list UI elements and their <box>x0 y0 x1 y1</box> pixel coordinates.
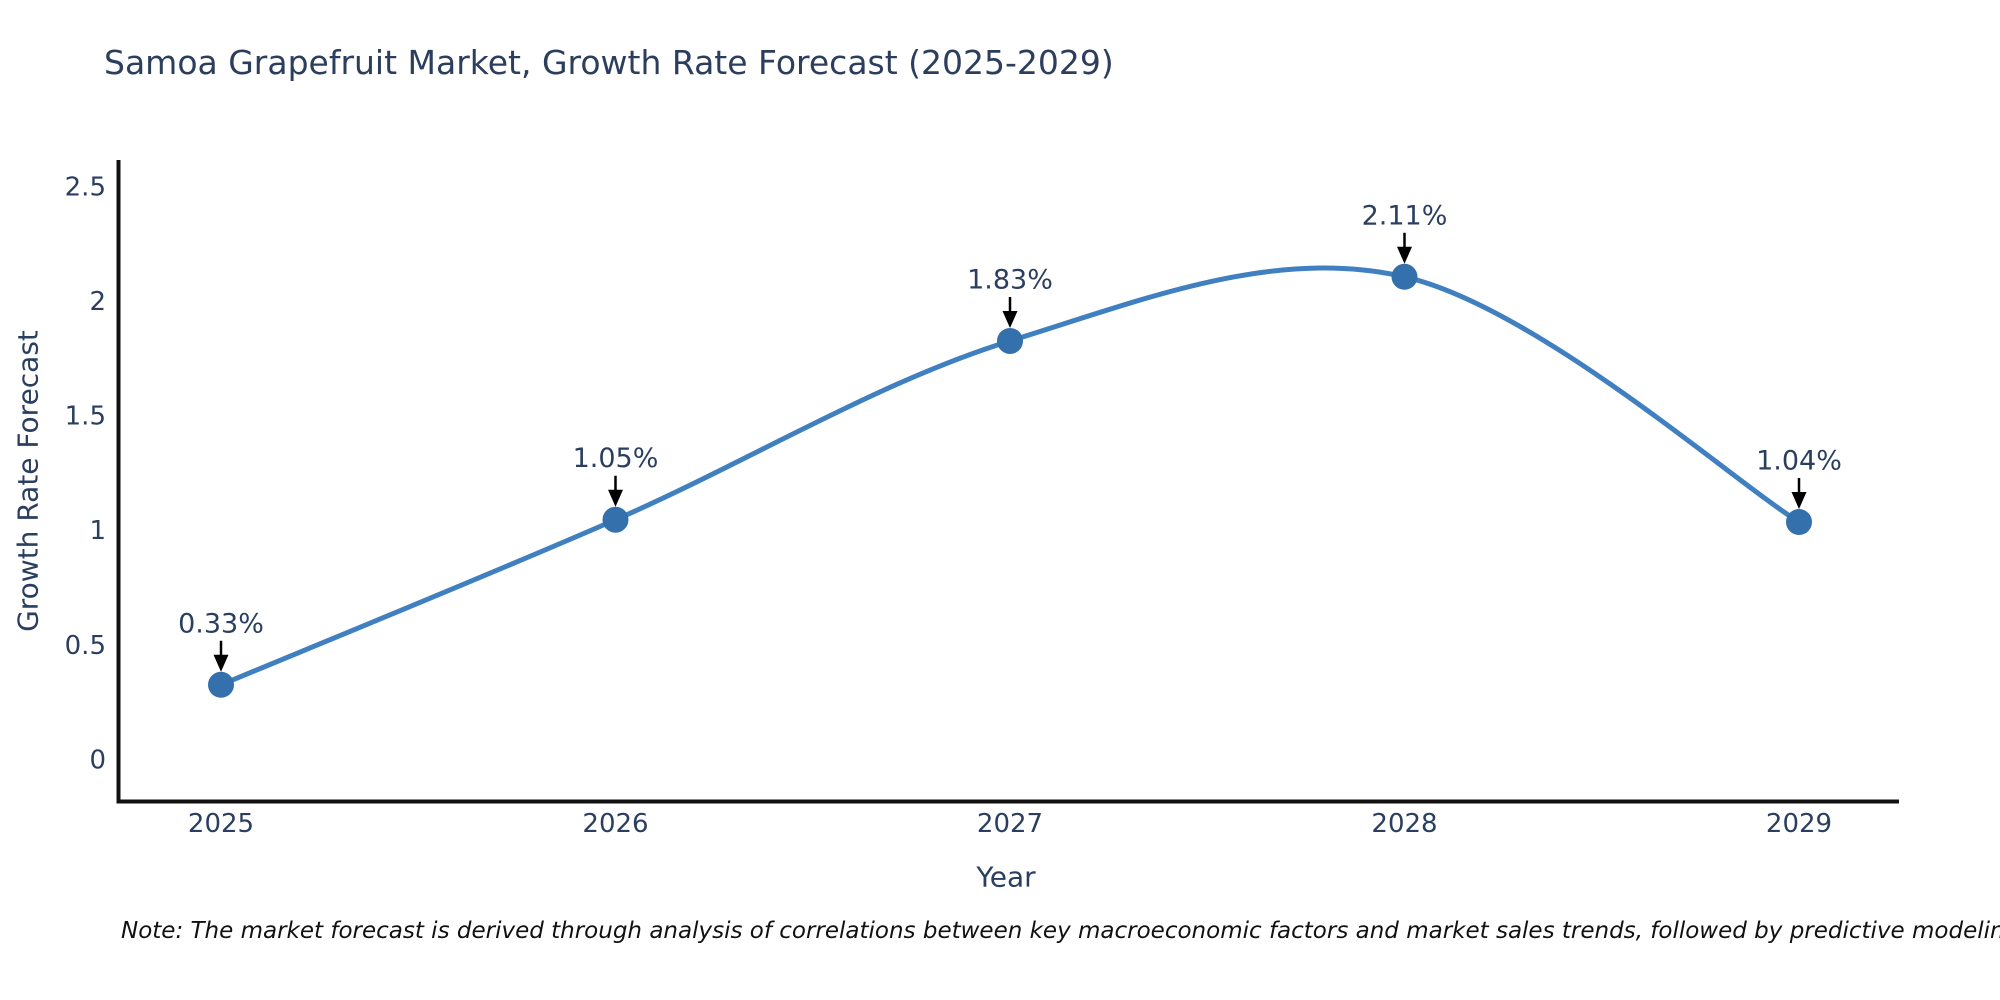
annotation-arrowhead <box>1002 310 1018 328</box>
data-point-marker <box>1786 509 1812 536</box>
y-tick-label: 2.5 <box>65 172 106 202</box>
data-point-marker <box>1391 263 1418 290</box>
y-tick-label: 1 <box>89 516 106 546</box>
x-tick-label: 2025 <box>188 809 254 839</box>
data-point-marker <box>602 506 629 533</box>
data-point-marker <box>208 671 234 698</box>
y-tick-label: 0 <box>89 745 106 775</box>
y-axis-title: Growth Rate Forecast <box>12 330 45 632</box>
footnote: Note: The market forecast is derived thr… <box>121 918 2000 944</box>
annotation-label: 1.83% <box>967 264 1053 295</box>
y-tick-label: 0.5 <box>65 631 106 661</box>
annotation-label: 1.05% <box>573 443 659 474</box>
x-tick-label: 2028 <box>1371 809 1437 839</box>
x-axis-title: Year <box>975 861 1036 894</box>
y-tick-label: 1.5 <box>65 402 106 432</box>
x-tick-label: 2029 <box>1766 809 1832 839</box>
annotation-arrowhead <box>1791 492 1807 510</box>
annotation-arrowhead <box>213 654 229 672</box>
x-tick-label: 2026 <box>582 809 648 839</box>
annotation-arrowhead <box>608 489 623 507</box>
x-tick-label: 2027 <box>977 809 1043 839</box>
annotation-arrowhead <box>1397 246 1412 264</box>
annotation-label: 2.11% <box>1362 200 1448 231</box>
data-point-marker <box>997 327 1023 354</box>
chart-title: Samoa Grapefruit Market, Growth Rate For… <box>104 43 1114 82</box>
annotation-label: 0.33% <box>178 608 264 639</box>
y-tick-label: 2 <box>89 287 106 317</box>
annotation-label: 1.04% <box>1756 446 1842 477</box>
